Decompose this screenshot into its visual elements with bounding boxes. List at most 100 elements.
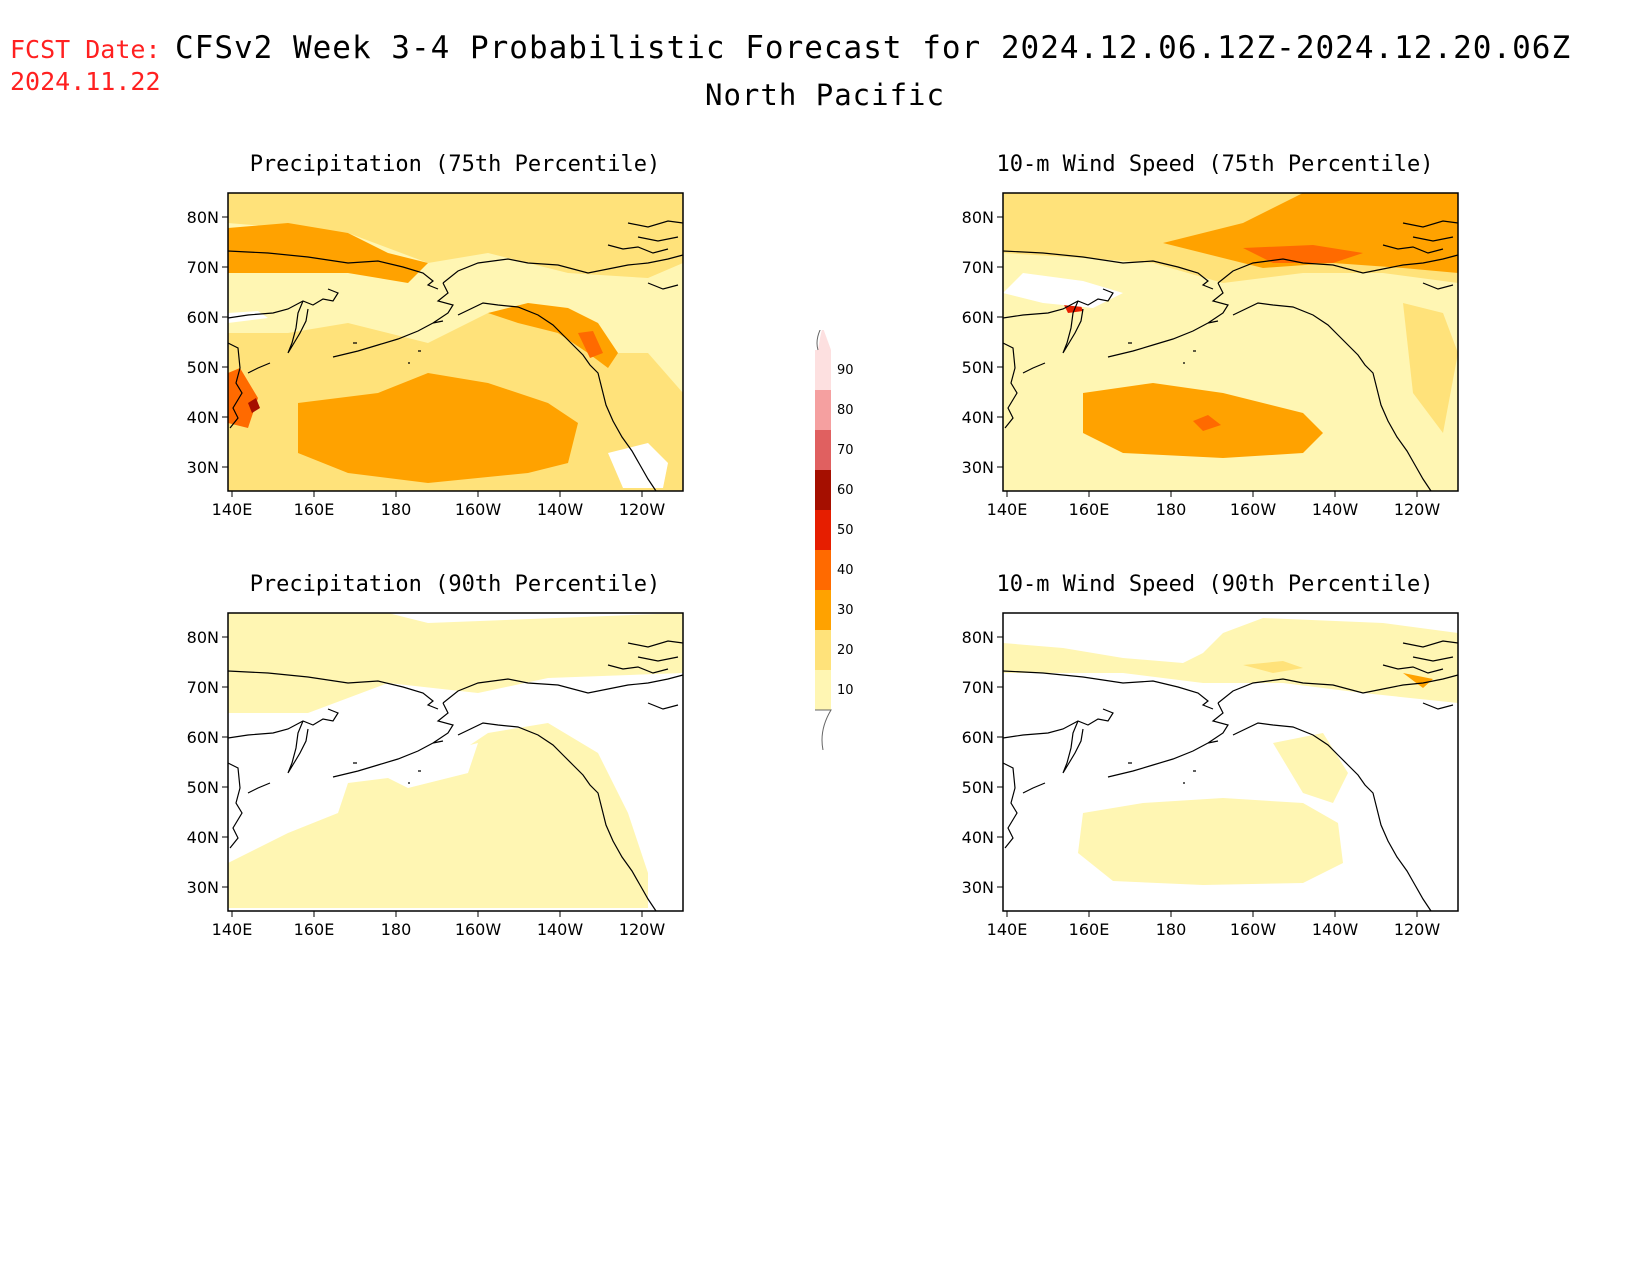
lat-tick-label: 80N [187,208,219,227]
lat-tick-label: 40N [962,828,994,847]
lat-tick-label: 70N [187,678,219,697]
lat-tick-label: 30N [962,878,994,897]
orange-zone [488,303,618,368]
lat-tick-label: 70N [962,258,994,277]
region-subtitle: North Pacific [705,78,945,112]
orange-zone [1403,673,1433,688]
yellow-zone [1243,661,1303,673]
colorbar-swatch [815,390,831,430]
coastline [1002,640,1459,912]
colorbar-label: 60 [837,483,854,498]
lon-tick-label: 140W [1312,920,1359,935]
lon-tick-label: 160W [455,500,502,515]
light-yellow-zone [1078,798,1343,885]
map-precip-90: 80N 70N 60N 50N 40N 30N 140E 160E 180 160W 140W 120… [187,612,684,935]
orange-zone [228,223,428,283]
panel-title-precip-75: Precipitation (75th Percentile) [249,152,661,177]
map-wind-75: 80N 70N 60N 50N 40N 30N 140E 160E 180 160W 140W 120… [962,192,1459,515]
lat-tick-label: 70N [962,678,994,697]
lon-tick-label: 160E [1069,920,1110,935]
lon-tick-label: 180 [1156,500,1187,515]
lon-tick-label: 160E [294,500,335,515]
lat-tick-label: 60N [962,728,994,747]
map-frame [1002,192,1459,492]
lat-tick-label: 40N [962,408,994,427]
map-frame [227,612,684,912]
lat-tick-label: 40N [187,408,219,427]
colorbar-swatch [815,630,831,670]
colorbar-swatch [815,670,831,710]
no-signal-zone [1003,273,1123,308]
colorbar-label: 20 [837,643,854,658]
colorbar-swatch [815,470,831,510]
colorbar-swatch [815,590,831,630]
lon-tick-label: 120W [1394,500,1441,515]
map-precip-75: 80N 70N 60N 50N 40N 30N 140E 160E 180 160W 140W 120… [187,192,684,515]
colorbar-legend: 10 20 30 40 50 60 70 80 90 [815,330,854,750]
light-yellow-zone [1003,618,1458,703]
colorbar-top-cap [818,330,831,350]
lon-tick-label: 120W [619,920,666,935]
lat-tick-label: 60N [187,728,219,747]
coastline [1002,220,1459,492]
dark-orange-zone [1193,415,1221,431]
light-yellow-zone [228,613,683,713]
panel-title-precip-90: Precipitation (90th Percentile) [249,572,661,597]
lon-tick-label: 160W [455,920,502,935]
lon-tick-label: 140W [537,500,584,515]
lat-tick-label: 80N [187,628,219,647]
panel-title-wind-90: 10-m Wind Speed (90th Percentile) [996,572,1434,597]
lon-tick-label: 140E [212,920,253,935]
lon-tick-label: 160W [1230,920,1277,935]
lat-tick-label: 80N [962,208,994,227]
dark-red-zone [248,398,260,413]
lat-tick-label: 50N [187,778,219,797]
yellow-zone [1403,303,1458,433]
lon-tick-label: 140E [987,500,1028,515]
colorbar-swatch [815,550,831,590]
forecast-date-value: 2024.11.22 [10,67,161,96]
lat-tick-label: 50N [962,358,994,377]
colorbar-label: 90 [837,363,854,378]
lat-tick-label: 80N [962,628,994,647]
lat-tick-label: 30N [187,878,219,897]
light-yellow-zone [1273,733,1348,803]
map-frame [227,192,684,492]
lon-tick-label: 120W [1394,920,1441,935]
no-signal-zone [358,743,478,788]
map-frame [1002,612,1459,912]
colorbar-swatch [815,430,831,470]
coastline [227,640,684,912]
map-wind-90: 80N 70N 60N 50N 40N 30N 140E 160E 180 160W 140W 120… [962,612,1459,935]
no-signal-zone [608,443,668,488]
lat-tick-label: 30N [962,458,994,477]
lat-tick-label: 70N [187,258,219,277]
colorbar-label: 70 [837,443,854,458]
lon-tick-label: 180 [381,920,412,935]
lon-tick-label: 160E [294,920,335,935]
lon-tick-label: 120W [619,500,666,515]
orange-zone [1163,193,1458,273]
forecast-date-label: FCST Date: [10,35,161,64]
lon-tick-label: 140W [1312,500,1359,515]
colorbar-swatch [815,510,831,550]
dark-orange-zone [1243,245,1363,263]
orange-zone [298,373,578,483]
lat-tick-label: 60N [962,308,994,327]
lon-tick-label: 140W [537,920,584,935]
lat-tick-label: 40N [187,828,219,847]
lat-tick-label: 50N [962,778,994,797]
coastline [227,220,684,492]
forecast-date-block: FCST Date: 2024.11.22 [10,34,161,98]
lon-tick-label: 140E [212,500,253,515]
panel-title-wind-75: 10-m Wind Speed (75th Percentile) [996,152,1434,177]
lon-tick-label: 160E [1069,500,1110,515]
light-yellow-zone [228,723,648,908]
lon-tick-label: 180 [381,500,412,515]
lon-tick-label: 180 [1156,920,1187,935]
lat-tick-label: 50N [187,358,219,377]
colorbar-label: 80 [837,403,854,418]
lat-tick-label: 30N [187,458,219,477]
colorbar-label: 50 [837,523,854,538]
colorbar-swatch [815,350,831,390]
